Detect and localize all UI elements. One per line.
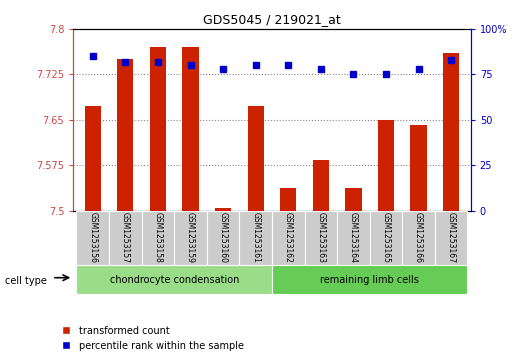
Bar (411, 125, 427, 211)
Text: GSM1253159: GSM1253159 (186, 212, 195, 263)
Text: GSM1253166: GSM1253166 (414, 212, 423, 263)
Text: cell type: cell type (5, 276, 47, 286)
Text: GSM1253160: GSM1253160 (219, 212, 228, 263)
FancyBboxPatch shape (240, 211, 272, 265)
Bar (443, 53, 459, 211)
Text: GSM1253161: GSM1253161 (251, 212, 260, 263)
FancyBboxPatch shape (402, 211, 435, 265)
Bar (313, 160, 329, 211)
FancyBboxPatch shape (370, 211, 402, 265)
Bar (215, 208, 231, 211)
Text: GSM1253156: GSM1253156 (88, 212, 97, 263)
Text: GSM1253158: GSM1253158 (153, 212, 163, 263)
Bar (183, 47, 199, 211)
FancyBboxPatch shape (337, 211, 370, 265)
FancyBboxPatch shape (76, 211, 109, 265)
Title: GDS5045 / 219021_at: GDS5045 / 219021_at (203, 13, 341, 26)
Text: GSM1253157: GSM1253157 (121, 212, 130, 263)
FancyBboxPatch shape (174, 211, 207, 265)
FancyBboxPatch shape (272, 265, 468, 294)
Text: GSM1253164: GSM1253164 (349, 212, 358, 263)
Text: GSM1253167: GSM1253167 (447, 212, 456, 263)
FancyBboxPatch shape (76, 265, 272, 294)
Text: GSM1253165: GSM1253165 (381, 212, 391, 263)
Bar (247, 106, 264, 211)
FancyBboxPatch shape (142, 211, 174, 265)
Bar (345, 188, 361, 211)
Text: remaining limb cells: remaining limb cells (320, 274, 419, 285)
Bar (117, 59, 133, 211)
Text: chondrocyte condensation: chondrocyte condensation (109, 274, 239, 285)
Bar (150, 47, 166, 211)
Text: GSM1253162: GSM1253162 (284, 212, 293, 263)
Legend: transformed count, percentile rank within the sample: transformed count, percentile rank withi… (57, 322, 247, 355)
FancyBboxPatch shape (272, 211, 304, 265)
FancyBboxPatch shape (207, 211, 240, 265)
FancyBboxPatch shape (109, 211, 142, 265)
FancyBboxPatch shape (435, 211, 468, 265)
Bar (85, 106, 101, 211)
Bar (378, 120, 394, 211)
FancyBboxPatch shape (304, 211, 337, 265)
Text: GSM1253163: GSM1253163 (316, 212, 325, 263)
Bar (280, 188, 297, 211)
